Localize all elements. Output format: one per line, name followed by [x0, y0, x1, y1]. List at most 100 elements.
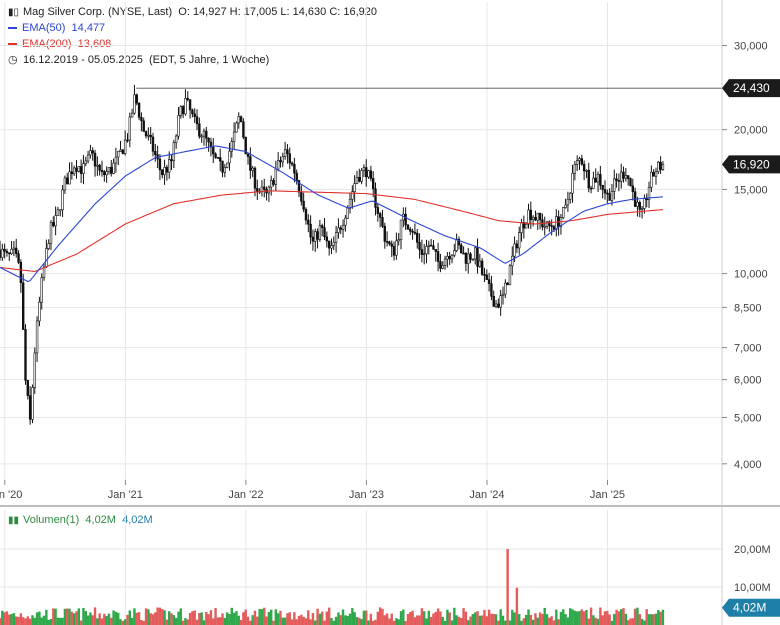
volume-bar — [640, 618, 644, 625]
volume-bar — [221, 613, 224, 625]
candle-body — [624, 175, 628, 179]
candle-body — [369, 170, 373, 179]
volume-bar — [177, 611, 180, 625]
volume-bar — [8, 614, 11, 625]
candle-body — [161, 169, 164, 176]
volume-bar — [170, 613, 173, 625]
volume-bar — [365, 610, 368, 625]
candle-body — [12, 247, 16, 250]
volume-bar — [114, 611, 118, 625]
candle-body — [223, 167, 227, 173]
volume-bar — [91, 615, 94, 625]
high-marker-badge-label: 24,430 — [733, 81, 770, 95]
candle-body — [54, 215, 57, 227]
volume-bar — [149, 613, 152, 625]
volume-bar — [506, 549, 509, 625]
candle-body — [429, 244, 433, 247]
volume-bar — [33, 617, 36, 625]
volume-bar — [613, 613, 616, 625]
volume-bar — [332, 620, 335, 625]
candlestick-icon: ▮▯ — [8, 7, 20, 18]
candle-body — [439, 261, 442, 269]
volume-bar — [263, 607, 266, 625]
volume-bar — [10, 613, 13, 625]
candle-body — [119, 149, 122, 152]
candle-body — [221, 160, 224, 173]
volume-bar — [476, 611, 479, 625]
candle-body — [123, 139, 127, 154]
volume-bar — [344, 615, 347, 625]
volume-bar — [548, 617, 551, 625]
candle-body — [346, 207, 349, 219]
volume-bar — [578, 611, 581, 625]
candle-body — [487, 279, 491, 284]
candle-body — [219, 157, 222, 162]
volume-bar — [580, 609, 584, 625]
candle-body — [281, 156, 284, 163]
candle-body — [165, 166, 169, 173]
volume-bar — [110, 617, 113, 625]
volume-bar — [42, 615, 46, 625]
candle-body — [79, 166, 83, 174]
candle-body — [608, 193, 611, 201]
candle-body — [15, 247, 18, 254]
candle-body — [267, 186, 271, 194]
volume-bar — [564, 614, 567, 625]
volume-bar — [471, 614, 475, 625]
candle-body — [253, 167, 257, 189]
volume-bar — [239, 619, 243, 625]
price-tick-label: 15,000 — [734, 184, 768, 196]
volume-bar — [575, 611, 579, 625]
volume-bar — [650, 614, 653, 625]
volume-bar — [515, 587, 519, 625]
volume-bar — [522, 618, 526, 625]
candle-body — [610, 191, 614, 201]
candle-body — [390, 243, 393, 247]
candle-body — [566, 198, 570, 206]
volume-bar — [3, 612, 6, 625]
volume-bar — [225, 612, 229, 625]
candle-body — [527, 209, 530, 225]
volume-bar — [276, 613, 280, 625]
candle-body — [40, 277, 43, 303]
candle-body — [144, 131, 148, 137]
candle-body — [578, 158, 581, 161]
volume-bar — [615, 609, 618, 625]
volume-bar — [483, 609, 486, 625]
volume-bar — [195, 619, 199, 625]
candle-body — [341, 224, 345, 230]
candle-body — [172, 142, 176, 162]
volume-bar — [559, 611, 563, 625]
volume-bar — [573, 610, 577, 625]
volume-bar — [314, 620, 317, 625]
volume-bar — [552, 620, 556, 625]
candle-body — [91, 150, 94, 154]
volume-bar — [307, 610, 310, 625]
candle-body — [66, 177, 69, 185]
volume-bar — [531, 619, 535, 625]
volume-bar — [158, 607, 162, 625]
volume-bar — [585, 609, 588, 625]
candle-body — [582, 163, 586, 172]
volume-bar — [156, 607, 159, 625]
candle-body — [276, 160, 280, 170]
volume-bar — [610, 620, 614, 625]
candle-body — [10, 248, 13, 254]
candle-body — [5, 250, 9, 254]
candle-body — [504, 282, 507, 295]
candle-body — [225, 162, 229, 168]
volume-bar — [253, 610, 257, 625]
volume-bar — [5, 611, 9, 625]
candle-body — [573, 164, 577, 174]
volume-bar — [318, 613, 322, 625]
volume-bar — [501, 615, 505, 625]
volume-bar — [582, 611, 586, 625]
candle-body — [529, 209, 533, 220]
time-tick-label: Jan '21 — [108, 489, 143, 501]
candle-body — [89, 150, 92, 156]
ema50-swatch — [8, 27, 17, 30]
volume-bar — [402, 609, 405, 625]
volume-bar — [520, 620, 523, 625]
volume-bar — [304, 618, 308, 625]
